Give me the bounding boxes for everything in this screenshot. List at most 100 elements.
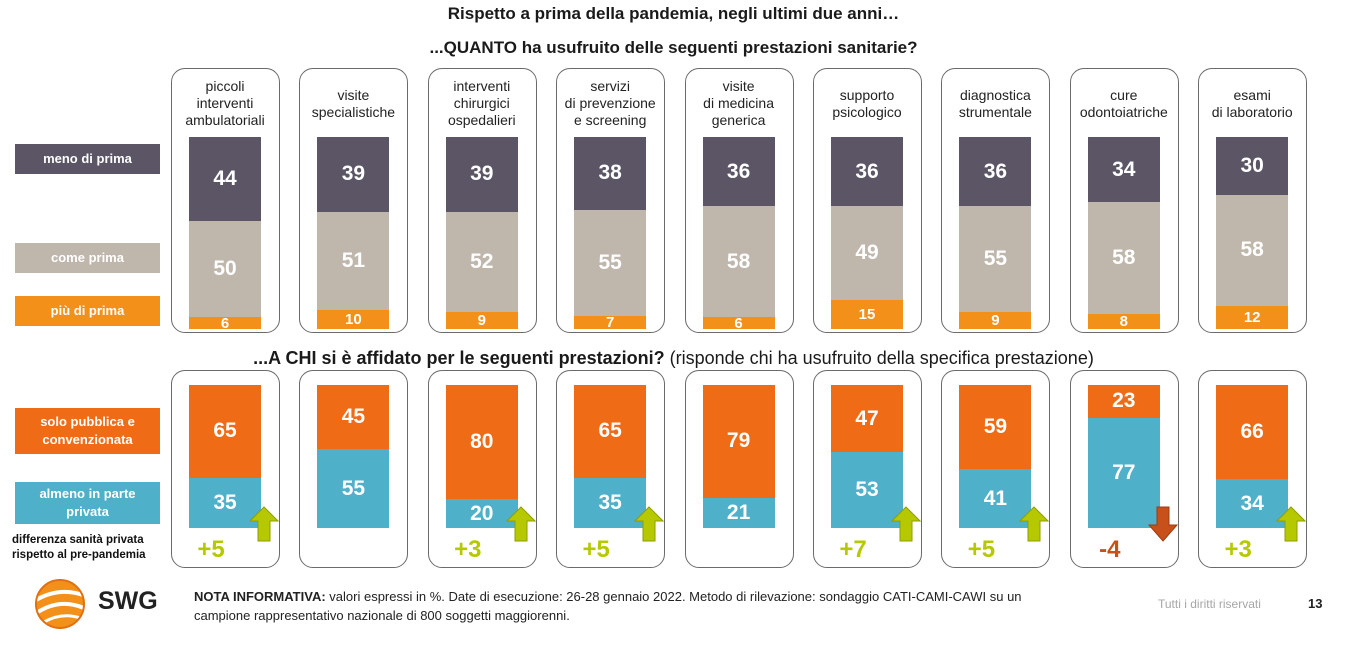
pubblica-segment: 59 [959, 385, 1032, 470]
column-card-top [1198, 68, 1308, 333]
column-label-line: di medicina [703, 95, 774, 111]
difference-value: +3 [1224, 536, 1252, 563]
legend-piu: più di prima [15, 296, 160, 326]
privata-segment: 35 [574, 477, 647, 528]
meno-segment: 36 [831, 137, 903, 207]
column-card-bottom [941, 370, 1051, 568]
meno-segment: 30 [1216, 137, 1289, 195]
column-label-line: strumentale [958, 104, 1032, 120]
difference-value: +3 [454, 536, 482, 563]
come-segment: 58 [1087, 202, 1160, 314]
legend-pubblica: solo pubblica e convenzionata [15, 408, 160, 454]
column-card-top [684, 68, 794, 333]
arrow-up-icon [1276, 506, 1307, 542]
column-label: piccoli interventi ambulatoriali [165, 78, 285, 129]
column-label: cure odontoiatriche [1064, 87, 1184, 121]
arrow-up-icon [505, 506, 536, 542]
column-label-line: ambulatoriali [185, 112, 265, 128]
meno-segment: 36 [702, 137, 775, 207]
swg-logo-text: SWG [98, 587, 158, 615]
column-label-line: chirurgici [453, 95, 510, 111]
pubblica-segment: 66 [1216, 385, 1289, 480]
column-label: visite specialistiche [293, 87, 413, 121]
meno-segment: 34 [1087, 137, 1160, 203]
column-label-line: e screening [573, 112, 647, 128]
column-label: interventi chirurgici ospedalieri [422, 78, 542, 129]
arrow-down-icon [1147, 506, 1178, 542]
difference-value: -4 [1099, 536, 1121, 563]
pubblica-segment: 79 [702, 385, 775, 498]
column-label-line: odontoiatriche [1079, 104, 1168, 120]
pubblica-segment: 80 [445, 385, 518, 500]
come-segment: 55 [959, 206, 1032, 312]
privata-segment: 35 [189, 477, 261, 528]
pubblica-segment: 47 [831, 385, 903, 453]
come-segment: 52 [445, 211, 518, 312]
meno-segment: 39 [317, 137, 390, 212]
difference-value: +5 [967, 536, 996, 563]
meno-segment: 39 [445, 137, 518, 212]
column-card-bottom [427, 370, 537, 568]
column-label: supporto psicologico [807, 87, 927, 121]
column-card-top [813, 68, 922, 333]
column-card-bottom [1069, 370, 1179, 568]
difference-value: +5 [197, 536, 225, 563]
privata-segment: 53 [831, 452, 903, 528]
title-line-2: ...QUANTO ha usufruito delle seguenti pr… [429, 38, 918, 57]
column-label: diagnostica strumentale [935, 87, 1055, 121]
difference-value: +5 [582, 536, 610, 563]
privata-segment: 20 [445, 499, 518, 528]
column-label: esami di laboratorio [1192, 87, 1312, 121]
note-bold: NOTA INFORMATIVA: [194, 589, 326, 604]
pubblica-segment: 23 [1087, 385, 1160, 418]
come-segment: 58 [702, 206, 775, 318]
meno-segment: 44 [189, 137, 261, 222]
come-segment: 55 [574, 209, 647, 316]
column-label-line: ospedalieri [447, 112, 516, 128]
column-card-bottom [684, 370, 794, 568]
privata-segment: 34 [1216, 479, 1289, 528]
meno-segment: 36 [959, 137, 1032, 207]
legend-diff: differenza sanità privata rispetto al pr… [12, 534, 146, 561]
piu-segment: 8 [1087, 313, 1160, 330]
arrow-up-icon [1019, 506, 1050, 542]
column-label: visite di medicina generica [679, 78, 799, 129]
come-segment: 49 [831, 206, 903, 301]
come-segment: 51 [317, 211, 390, 310]
column-card-top [1069, 68, 1179, 333]
privata-segment: 41 [959, 469, 1032, 528]
column-label-line: diagnostica [959, 87, 1031, 103]
column-label-line: generica [711, 112, 766, 128]
column-label-line: esami [1233, 87, 1271, 103]
note-text: valori espressi in %. Date di esecuzione… [194, 589, 1022, 623]
column-card-bottom [813, 370, 922, 568]
piu-segment: 6 [702, 315, 775, 332]
column-label-line: supporto [839, 87, 895, 103]
pubblica-segment: 45 [317, 385, 390, 450]
privata-segment: 21 [702, 497, 775, 528]
column-label-line: specialistiche [311, 104, 396, 120]
piu-segment: 15 [831, 300, 903, 329]
piu-segment: 6 [189, 315, 261, 332]
arrow-up-icon [891, 506, 921, 542]
privata-segment: 77 [1087, 417, 1160, 528]
note-informativa: NOTA INFORMATIVA: valori espressi in %. … [194, 587, 1054, 625]
come-segment: 58 [1216, 194, 1289, 306]
column-card-top [427, 68, 537, 333]
title-line-1: Rispetto a prima della pandemia, negli u… [447, 4, 900, 23]
column-card-top [941, 68, 1051, 333]
title-line-3-rest: (risponde chi ha usufruito della specifi… [664, 348, 1094, 368]
column-card-bottom [171, 370, 280, 568]
title-line-3: ...A CHI si è affidato per le seguenti p… [0, 348, 1347, 369]
piu-segment: 12 [1216, 305, 1289, 329]
column-label: servizi di prevenzione e screening [550, 78, 670, 129]
arrow-up-icon [249, 506, 279, 542]
privata-segment: 55 [317, 449, 390, 528]
come-segment: 50 [189, 221, 261, 318]
column-label-line: interventi [196, 95, 254, 111]
piu-segment: 9 [959, 311, 1032, 329]
meno-segment: 38 [574, 137, 647, 210]
column-card-top [171, 68, 280, 333]
column-label-line: interventi [453, 78, 511, 94]
column-card-top [556, 68, 666, 333]
